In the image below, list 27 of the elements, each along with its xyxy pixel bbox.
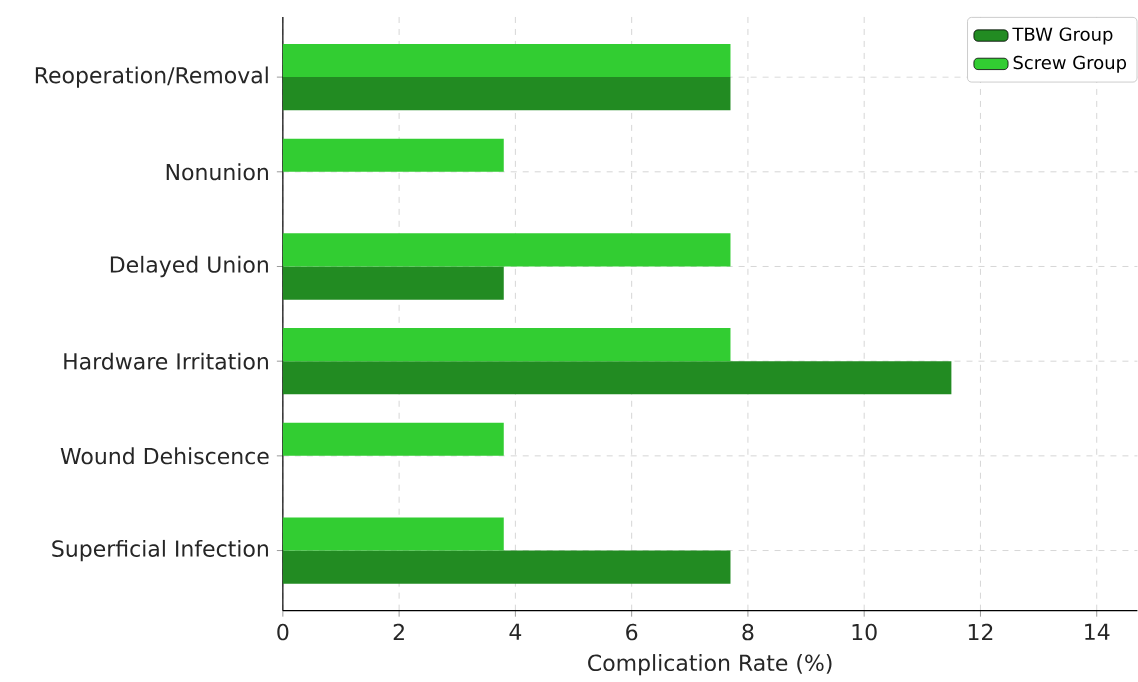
x-tick-label: 4 xyxy=(509,623,522,640)
bar xyxy=(282,361,952,395)
bar xyxy=(282,328,731,362)
x-tick-label: 0 xyxy=(277,623,289,641)
legend-label: Screw Group xyxy=(1013,55,1127,73)
x-tick-label: 10 xyxy=(852,623,877,641)
x-tick-label: 8 xyxy=(742,623,754,641)
x-axis-title: Complication Rate (%) xyxy=(588,654,832,676)
x-tick-label: 6 xyxy=(626,623,638,641)
bar xyxy=(282,517,504,551)
x-tick-label: 12 xyxy=(968,623,993,641)
y-tick-label: Wound Dehiscence xyxy=(60,447,269,465)
y-tick-label: Delayed Union xyxy=(110,255,268,278)
bar xyxy=(282,266,504,300)
x-tick-label: 14 xyxy=(1085,623,1110,640)
y-tick-label: Superficial Infection xyxy=(52,539,268,562)
bar xyxy=(282,550,731,584)
bar xyxy=(282,422,504,456)
y-tick-label: Reoperation/Removal xyxy=(35,66,268,88)
bar xyxy=(282,233,731,267)
bar xyxy=(282,77,731,111)
legend-label: TBW Group xyxy=(1012,27,1113,45)
y-tick-label: Nonunion xyxy=(166,163,268,181)
x-tick-label: 2 xyxy=(393,623,404,641)
y-tick-label: Hardware Irritation xyxy=(64,352,268,370)
bar xyxy=(282,43,731,78)
bar xyxy=(282,138,504,172)
